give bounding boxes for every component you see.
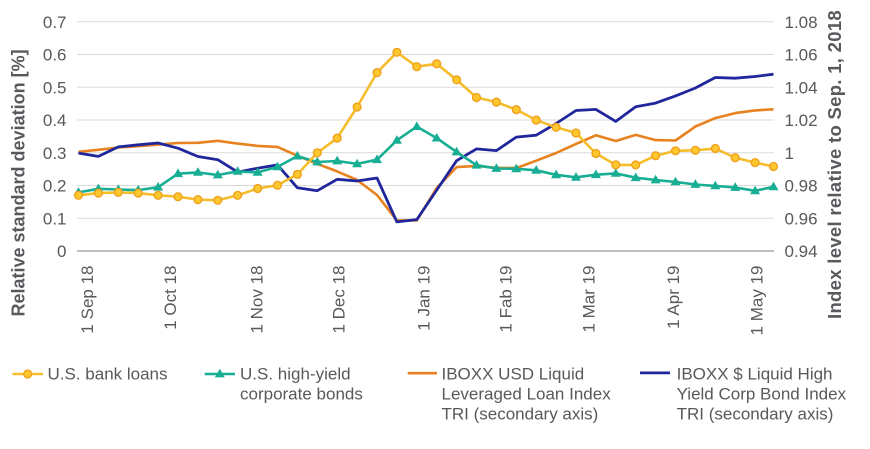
svg-text:Leveraged Loan Index: Leveraged Loan Index bbox=[442, 385, 612, 404]
svg-text:1 Mar 19: 1 Mar 19 bbox=[579, 266, 598, 333]
svg-text:0.98: 0.98 bbox=[785, 177, 818, 196]
svg-text:0.1: 0.1 bbox=[43, 209, 67, 228]
svg-text:1 Oct 18: 1 Oct 18 bbox=[161, 266, 180, 330]
svg-text:0.3: 0.3 bbox=[43, 144, 67, 163]
svg-text:1.02: 1.02 bbox=[785, 111, 818, 130]
svg-text:0.4: 0.4 bbox=[43, 111, 67, 130]
svg-text:TRI (secondary axis): TRI (secondary axis) bbox=[677, 405, 834, 424]
svg-text:Relative standard deviation [%: Relative standard deviation [%] bbox=[9, 49, 29, 316]
svg-text:1.04: 1.04 bbox=[785, 78, 818, 97]
svg-text:1 Nov 18: 1 Nov 18 bbox=[248, 266, 267, 334]
svg-text:0.6: 0.6 bbox=[43, 46, 67, 65]
svg-text:1.06: 1.06 bbox=[785, 46, 818, 65]
svg-text:IBOXX $ Liquid High: IBOXX $ Liquid High bbox=[677, 365, 833, 384]
svg-text:IBOXX USD Liquid: IBOXX USD Liquid bbox=[442, 365, 585, 384]
svg-text:U.S. bank loans: U.S. bank loans bbox=[48, 365, 168, 384]
svg-text:1: 1 bbox=[785, 144, 794, 163]
svg-text:corporate bonds: corporate bonds bbox=[240, 385, 363, 404]
svg-text:0: 0 bbox=[57, 242, 66, 261]
svg-text:1 Dec 18: 1 Dec 18 bbox=[330, 266, 349, 334]
svg-text:0.7: 0.7 bbox=[43, 13, 67, 32]
svg-text:1 May 19: 1 May 19 bbox=[748, 266, 767, 336]
svg-text:0.5: 0.5 bbox=[43, 78, 67, 97]
svg-text:1 Jan 19: 1 Jan 19 bbox=[414, 266, 433, 331]
svg-text:0.96: 0.96 bbox=[785, 209, 818, 228]
svg-text:1 Fab 19: 1 Fab 19 bbox=[497, 266, 516, 333]
svg-text:U.S. high-yield: U.S. high-yield bbox=[240, 365, 351, 384]
svg-text:TRI (secondary axis): TRI (secondary axis) bbox=[442, 405, 599, 424]
svg-text:Index level relative to Sep. 1: Index level relative to Sep. 1, 2018 bbox=[824, 10, 845, 319]
svg-text:1.08: 1.08 bbox=[785, 13, 818, 32]
svg-text:0.94: 0.94 bbox=[785, 242, 818, 261]
svg-text:0.2: 0.2 bbox=[43, 177, 67, 196]
svg-text:Yield Corp Bond Index: Yield Corp Bond Index bbox=[677, 385, 847, 404]
svg-text:1 Sep 18: 1 Sep 18 bbox=[78, 266, 97, 334]
svg-text:1 Apr 19: 1 Apr 19 bbox=[664, 266, 683, 329]
